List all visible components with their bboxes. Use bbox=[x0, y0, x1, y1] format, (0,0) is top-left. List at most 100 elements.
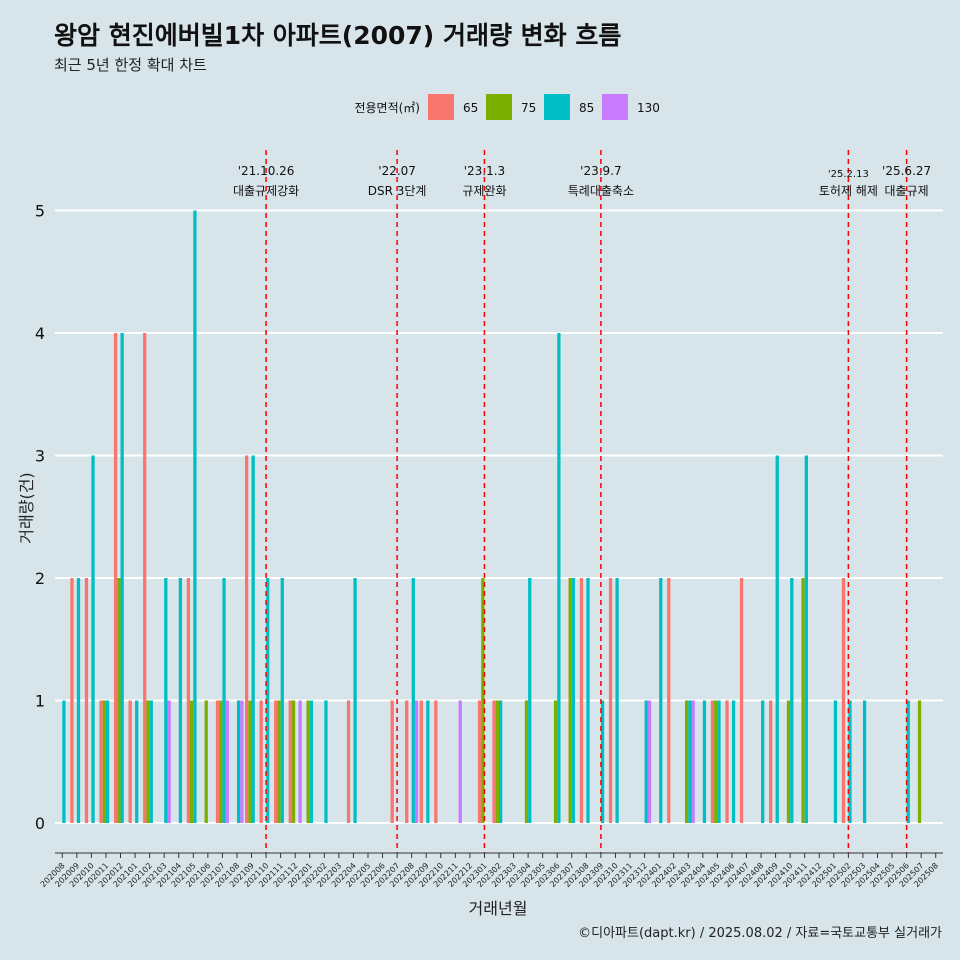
event-label: DSR 3단계 bbox=[368, 184, 427, 198]
event-label: 대출규제 bbox=[885, 184, 929, 198]
bar-85-202502 bbox=[848, 700, 852, 823]
event-date: '23.1.3 bbox=[464, 164, 505, 178]
bar-130-202112 bbox=[298, 700, 302, 823]
bar-65-202502 bbox=[841, 578, 846, 823]
event-date: '21.10.26 bbox=[238, 164, 295, 178]
bar-85-202404 bbox=[702, 700, 707, 823]
bar-75-202106 bbox=[204, 700, 208, 823]
bar-75-202012 bbox=[117, 578, 121, 823]
bar-85-202501 bbox=[833, 700, 838, 823]
bar-85-202105 bbox=[193, 210, 197, 823]
bar-85-202208 bbox=[411, 578, 415, 823]
bar-130-202103 bbox=[167, 700, 171, 823]
bar-65-202009 bbox=[70, 578, 74, 823]
bar-85-202109 bbox=[251, 455, 255, 823]
bar-130-202108 bbox=[240, 700, 244, 823]
x-axis: 2020082020092020102020112020122021012021… bbox=[39, 852, 943, 889]
bar-65-202402 bbox=[667, 578, 671, 823]
bar-85-202410 bbox=[790, 578, 794, 823]
event-label: 특례대출축소 bbox=[568, 184, 634, 198]
bar-75-202302 bbox=[495, 700, 499, 823]
bar-85-202306 bbox=[557, 333, 561, 823]
bar-85-202010 bbox=[91, 455, 95, 823]
bar-65-202111 bbox=[274, 700, 278, 823]
event-label: 토허제 해제 bbox=[819, 184, 878, 198]
bar-85-202009 bbox=[76, 578, 81, 823]
bar-85-202310 bbox=[615, 578, 619, 823]
bar-85-202110 bbox=[266, 578, 270, 823]
bar-85-202506 bbox=[906, 700, 910, 823]
bar-75-202405 bbox=[714, 700, 718, 823]
bar-75-202112 bbox=[291, 700, 296, 823]
bar-75-202507 bbox=[917, 700, 922, 823]
bar-65-202109 bbox=[244, 455, 249, 823]
legend-label-75: 75 bbox=[521, 101, 536, 115]
bar-85-202201 bbox=[309, 700, 314, 823]
chart-title: 왕암 현진에버빌1차 아파트(2007) 거래량 변화 흐름 bbox=[54, 21, 622, 50]
bar-85-202307 bbox=[571, 578, 576, 823]
x-axis-title: 거래년월 bbox=[469, 899, 528, 918]
y-tick-label: 3 bbox=[35, 447, 45, 466]
y-axis: 0 1 2 3 4 5 bbox=[35, 202, 45, 834]
bar-85-202503 bbox=[862, 700, 867, 823]
legend-swatch-85 bbox=[544, 94, 570, 120]
bar-65-202105 bbox=[186, 578, 191, 823]
bar-85-202312 bbox=[644, 700, 648, 823]
bar-130-202312 bbox=[647, 700, 652, 823]
bar-75-202307 bbox=[568, 578, 572, 823]
bar-75-202011 bbox=[102, 700, 106, 823]
bar-65-202204 bbox=[346, 700, 351, 823]
event-date: '25.6.27 bbox=[882, 164, 931, 178]
legend-title: 전용면적(㎡) bbox=[354, 101, 420, 115]
legend-swatch-75 bbox=[486, 94, 512, 120]
bar-85-202008 bbox=[62, 700, 66, 823]
bar-85-202409 bbox=[775, 455, 779, 823]
bar-65-202011 bbox=[99, 700, 103, 823]
bar-65-202301 bbox=[477, 700, 482, 823]
bar-65-202010 bbox=[84, 578, 89, 823]
bar-75-202111 bbox=[277, 700, 281, 823]
bar-85-202209 bbox=[426, 700, 430, 823]
bar-65-202406 bbox=[725, 700, 729, 823]
bar-130-202107 bbox=[225, 700, 229, 823]
y-axis-title: 거래량(건) bbox=[17, 472, 36, 543]
y-tick-label: 1 bbox=[35, 692, 45, 711]
bar-130-202403 bbox=[691, 700, 695, 823]
bar-75-202304 bbox=[524, 700, 529, 823]
bar-85-202408 bbox=[761, 700, 765, 823]
source-caption: ©디아파트(dapt.kr) / 2025.08.02 / 자료=국토교통부 실… bbox=[578, 926, 942, 941]
bars bbox=[62, 210, 922, 823]
bar-85-202309 bbox=[600, 700, 605, 823]
legend-label-85: 85 bbox=[579, 101, 594, 115]
bar-85-202107 bbox=[222, 578, 226, 823]
bar-65-202107 bbox=[215, 700, 220, 823]
y-tick-label: 0 bbox=[35, 814, 45, 833]
bar-130-202208 bbox=[414, 700, 419, 823]
bar-65-202409 bbox=[769, 700, 773, 823]
event-markers: '21.10.26 대출규제강화 '22.07 DSR 3단계 '23.1.3 규제완화 '… bbox=[233, 150, 931, 853]
bar-65-202209 bbox=[419, 700, 423, 823]
bar-75-202411 bbox=[801, 578, 805, 823]
bar-65-202110 bbox=[259, 700, 263, 823]
bar-65-202208 bbox=[405, 700, 409, 823]
bar-65-202302 bbox=[492, 700, 496, 823]
bar-85-202103 bbox=[164, 578, 168, 823]
bar-85-202406 bbox=[731, 700, 736, 823]
bar-75-202107 bbox=[219, 700, 223, 823]
bar-85-202012 bbox=[120, 333, 124, 823]
bar-130-202211 bbox=[458, 700, 462, 823]
bar-85-202405 bbox=[717, 700, 721, 823]
y-tick-label: 5 bbox=[35, 202, 45, 221]
bar-85-202104 bbox=[178, 578, 183, 823]
event-label: 규제완화 bbox=[462, 184, 506, 198]
bar-85-202101 bbox=[135, 700, 139, 823]
bar-65-202102 bbox=[143, 333, 147, 823]
bar-85-202204 bbox=[353, 578, 357, 823]
bar-75-202105 bbox=[190, 700, 194, 823]
bar-65-202210 bbox=[434, 700, 438, 823]
event-label: 대출규제강화 bbox=[233, 184, 299, 198]
legend: 전용면적(㎡) 65 75 85 130 bbox=[354, 94, 660, 120]
chart-subtitle: 최근 5년 한정 확대 차트 bbox=[54, 56, 207, 74]
bar-85-202403 bbox=[688, 700, 692, 823]
